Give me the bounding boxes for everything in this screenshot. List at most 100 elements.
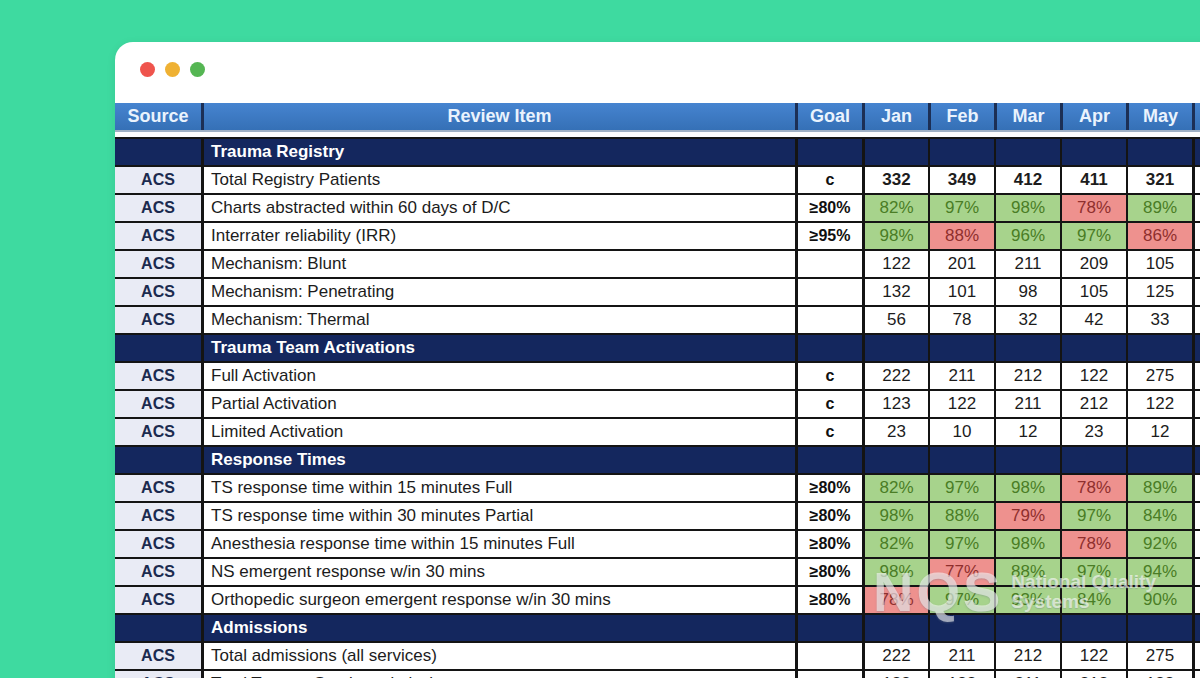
month-value-cell[interactable]: 97% (1060, 223, 1126, 249)
month-value-cell[interactable]: 222 (862, 363, 928, 389)
month-value-cell[interactable]: 105 (1060, 279, 1126, 305)
section-month-cell[interactable] (1060, 139, 1126, 165)
section-label[interactable]: Admissions (201, 615, 795, 641)
column-header-jan[interactable]: Jan (862, 103, 928, 130)
month-value-cell[interactable]: 97% (928, 195, 994, 221)
zoom-window-icon[interactable] (190, 62, 205, 77)
goal-cell[interactable] (795, 643, 862, 669)
goal-cell[interactable]: ≥80% (795, 559, 862, 585)
close-window-icon[interactable] (140, 62, 155, 77)
month-value-cell[interactable]: 77% (928, 559, 994, 585)
source-cell[interactable]: ACS (115, 475, 201, 501)
review-item-cell[interactable]: Partial Activation (201, 391, 795, 417)
section-goal-cell[interactable] (795, 615, 862, 641)
month-value-cell[interactable]: 209 (1060, 251, 1126, 277)
review-item-cell[interactable]: Mechanism: Penetrating (201, 279, 795, 305)
goal-cell[interactable]: ≥95% (795, 223, 862, 249)
month-value-cell[interactable]: 93% (994, 587, 1060, 613)
source-cell[interactable]: ACS (115, 195, 201, 221)
section-goal-cell[interactable] (795, 335, 862, 361)
month-value-cell[interactable]: 12 (1126, 419, 1192, 445)
source-cell[interactable]: ACS (115, 251, 201, 277)
review-item-cell[interactable]: Anesthesia response time within 15 minut… (201, 531, 795, 557)
review-item-cell[interactable]: Total Trauma Service admissions (201, 671, 795, 678)
month-value-cell[interactable]: 92% (1126, 531, 1192, 557)
month-value-cell[interactable]: 98% (994, 531, 1060, 557)
section-source-cell[interactable] (115, 447, 201, 473)
review-item-cell[interactable]: Mechanism: Blunt (201, 251, 795, 277)
month-value-cell[interactable]: 89% (1126, 475, 1192, 501)
month-value-cell[interactable]: 212 (994, 363, 1060, 389)
month-value-cell[interactable]: 125 (1126, 279, 1192, 305)
month-value-cell[interactable]: 411 (1060, 167, 1126, 193)
month-value-cell[interactable]: 98% (862, 503, 928, 529)
month-value-cell[interactable]: 201 (928, 251, 994, 277)
month-value-cell[interactable]: 101 (928, 279, 994, 305)
goal-cell[interactable]: c (795, 363, 862, 389)
month-value-cell[interactable]: 88% (994, 559, 1060, 585)
month-value-cell[interactable]: 122 (1126, 671, 1192, 678)
review-item-cell[interactable]: Limited Activation (201, 419, 795, 445)
review-item-cell[interactable]: TS response time within 15 minutes Full (201, 475, 795, 501)
source-cell[interactable]: ACS (115, 279, 201, 305)
goal-cell[interactable] (795, 307, 862, 333)
month-value-cell[interactable]: 123 (862, 391, 928, 417)
goal-cell[interactable]: c (795, 419, 862, 445)
section-month-cell[interactable] (1126, 139, 1192, 165)
review-item-cell[interactable]: Orthopedic surgeon emergent response w/i… (201, 587, 795, 613)
section-source-cell[interactable] (115, 335, 201, 361)
review-item-cell[interactable]: Mechanism: Thermal (201, 307, 795, 333)
month-value-cell[interactable]: 97% (928, 587, 994, 613)
section-month-cell[interactable] (1126, 335, 1192, 361)
section-month-cell[interactable] (928, 335, 994, 361)
month-value-cell[interactable]: 211 (994, 391, 1060, 417)
month-value-cell[interactable]: 122 (1060, 643, 1126, 669)
month-value-cell[interactable]: 78 (928, 307, 994, 333)
month-value-cell[interactable]: 122 (928, 391, 994, 417)
month-value-cell[interactable]: 275 (1126, 643, 1192, 669)
section-month-cell[interactable] (1060, 447, 1126, 473)
month-value-cell[interactable]: 275 (1126, 363, 1192, 389)
month-value-cell[interactable]: 94% (1126, 559, 1192, 585)
minimize-window-icon[interactable] (165, 62, 180, 77)
month-value-cell[interactable]: 123 (862, 671, 928, 678)
month-value-cell[interactable]: 212 (1060, 671, 1126, 678)
source-cell[interactable]: ACS (115, 671, 201, 678)
month-value-cell[interactable]: 33 (1126, 307, 1192, 333)
source-cell[interactable]: ACS (115, 587, 201, 613)
month-value-cell[interactable]: 97% (928, 531, 994, 557)
month-value-cell[interactable]: 222 (862, 643, 928, 669)
goal-cell[interactable] (795, 279, 862, 305)
section-source-cell[interactable] (115, 615, 201, 641)
section-source-cell[interactable] (115, 139, 201, 165)
month-value-cell[interactable]: 84% (1060, 587, 1126, 613)
month-value-cell[interactable]: 98 (994, 279, 1060, 305)
month-value-cell[interactable]: 78% (1060, 195, 1126, 221)
month-value-cell[interactable]: 97% (1060, 559, 1126, 585)
month-value-cell[interactable]: 349 (928, 167, 994, 193)
month-value-cell[interactable]: 78% (1060, 475, 1126, 501)
goal-cell[interactable] (795, 251, 862, 277)
goal-cell[interactable]: ≥80% (795, 503, 862, 529)
source-cell[interactable]: ACS (115, 559, 201, 585)
month-value-cell[interactable]: 122 (1060, 363, 1126, 389)
month-value-cell[interactable]: 332 (862, 167, 928, 193)
goal-cell[interactable]: ≥80% (795, 475, 862, 501)
month-value-cell[interactable]: 211 (994, 251, 1060, 277)
month-value-cell[interactable]: 82% (862, 195, 928, 221)
section-month-cell[interactable] (928, 615, 994, 641)
month-value-cell[interactable]: 88% (928, 223, 994, 249)
goal-cell[interactable] (795, 671, 862, 678)
source-cell[interactable]: ACS (115, 643, 201, 669)
month-value-cell[interactable]: 122 (1126, 391, 1192, 417)
section-month-cell[interactable] (1126, 615, 1192, 641)
section-month-cell[interactable] (862, 447, 928, 473)
source-cell[interactable]: ACS (115, 223, 201, 249)
month-value-cell[interactable]: 90% (1126, 587, 1192, 613)
month-value-cell[interactable]: 82% (862, 475, 928, 501)
column-header-apr[interactable]: Apr (1060, 103, 1126, 130)
section-month-cell[interactable] (862, 615, 928, 641)
month-value-cell[interactable]: 79% (994, 503, 1060, 529)
source-cell[interactable]: ACS (115, 531, 201, 557)
month-value-cell[interactable]: 82% (862, 531, 928, 557)
